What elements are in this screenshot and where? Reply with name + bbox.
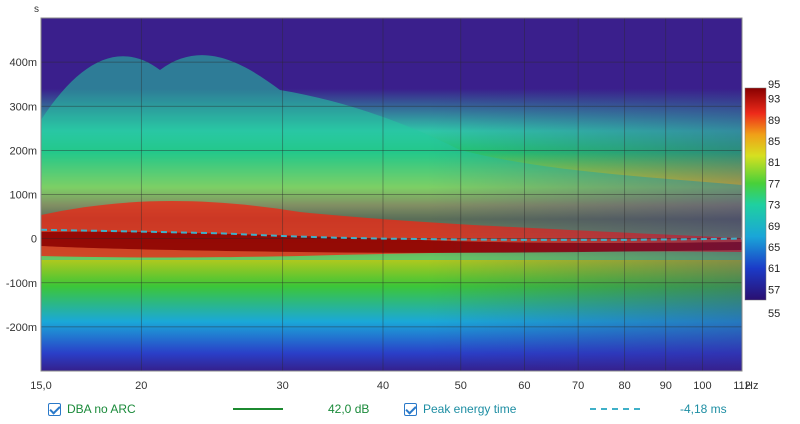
colorbar-tick-label: 65 xyxy=(768,242,780,254)
plot-area[interactable] xyxy=(41,18,742,371)
colorbar-tick-label: 57 xyxy=(768,284,780,296)
x-tick-label: 70 xyxy=(572,380,584,392)
y-tick-label: 0 xyxy=(31,234,37,246)
plot-frame xyxy=(40,17,743,372)
gridlines xyxy=(41,18,742,371)
colorbar-tick-label: 81 xyxy=(768,157,780,169)
colorbar-tick-label: 89 xyxy=(768,115,780,127)
peak-line-swatch xyxy=(590,408,640,410)
x-tick-label: 100 xyxy=(693,380,711,392)
x-tick-label: 50 xyxy=(455,380,467,392)
colorbar xyxy=(744,87,767,301)
x-tick-label: 30 xyxy=(277,380,289,392)
dba-checkbox[interactable] xyxy=(48,402,61,416)
colorbar-ticks: 95 93 89 85 81 77 73 69 65 61 57 55 xyxy=(768,79,780,320)
x-tick-label: 112 xyxy=(733,380,751,392)
colorbar-tick-label: 69 xyxy=(768,221,780,233)
x-tick-label: 80 xyxy=(619,380,631,392)
x-tick-label: 15,0 xyxy=(30,380,51,392)
y-tick-label: 100m xyxy=(9,190,37,202)
colorbar-tick-label: 95 xyxy=(768,79,780,91)
peak-label: Peak energy time xyxy=(423,402,517,416)
peak-value: -4,18 ms xyxy=(680,402,727,416)
peak-checkbox[interactable] xyxy=(404,402,417,416)
y-axis-ticks: 400m 300m 200m 100m 0 -100m -200m xyxy=(6,57,37,334)
x-tick-label: 20 xyxy=(135,380,147,392)
x-unit-label: Hz xyxy=(745,380,758,392)
colorbar-tick-label: 93 xyxy=(768,94,780,106)
y-tick-label: 200m xyxy=(9,145,37,157)
y-unit-label: s xyxy=(34,4,39,15)
colorbar-tick-label: 85 xyxy=(768,136,780,148)
x-axis-ticks: 15,0 20 30 40 50 60 70 80 90 100 112 xyxy=(30,380,750,392)
dba-line-swatch xyxy=(233,408,283,410)
y-tick-label: -200m xyxy=(6,322,37,334)
x-tick-label: 90 xyxy=(660,380,672,392)
legend-entry-peak: Peak energy time xyxy=(404,400,516,418)
legend-entry-dba: DBA no ARC xyxy=(48,400,136,418)
colorbar-tick-label: 77 xyxy=(768,178,780,190)
peak-energy-time-line xyxy=(41,228,742,241)
dba-label: DBA no ARC xyxy=(67,402,136,416)
dba-value: 42,0 dB xyxy=(328,402,370,416)
spectrogram-chart: s Hz 400m 300m 200m 100m 0 -100m -200m 15,0 20 3… xyxy=(6,4,780,392)
colorbar-tick-label: 61 xyxy=(768,263,780,275)
y-tick-label: 400m xyxy=(9,57,37,69)
y-tick-label: -100m xyxy=(6,278,37,290)
x-tick-label: 60 xyxy=(518,380,530,392)
y-tick-label: 300m xyxy=(9,101,37,113)
colorbar-tick-label: 73 xyxy=(768,200,780,212)
x-tick-label: 40 xyxy=(377,380,389,392)
colorbar-tick-label: 55 xyxy=(768,308,780,320)
